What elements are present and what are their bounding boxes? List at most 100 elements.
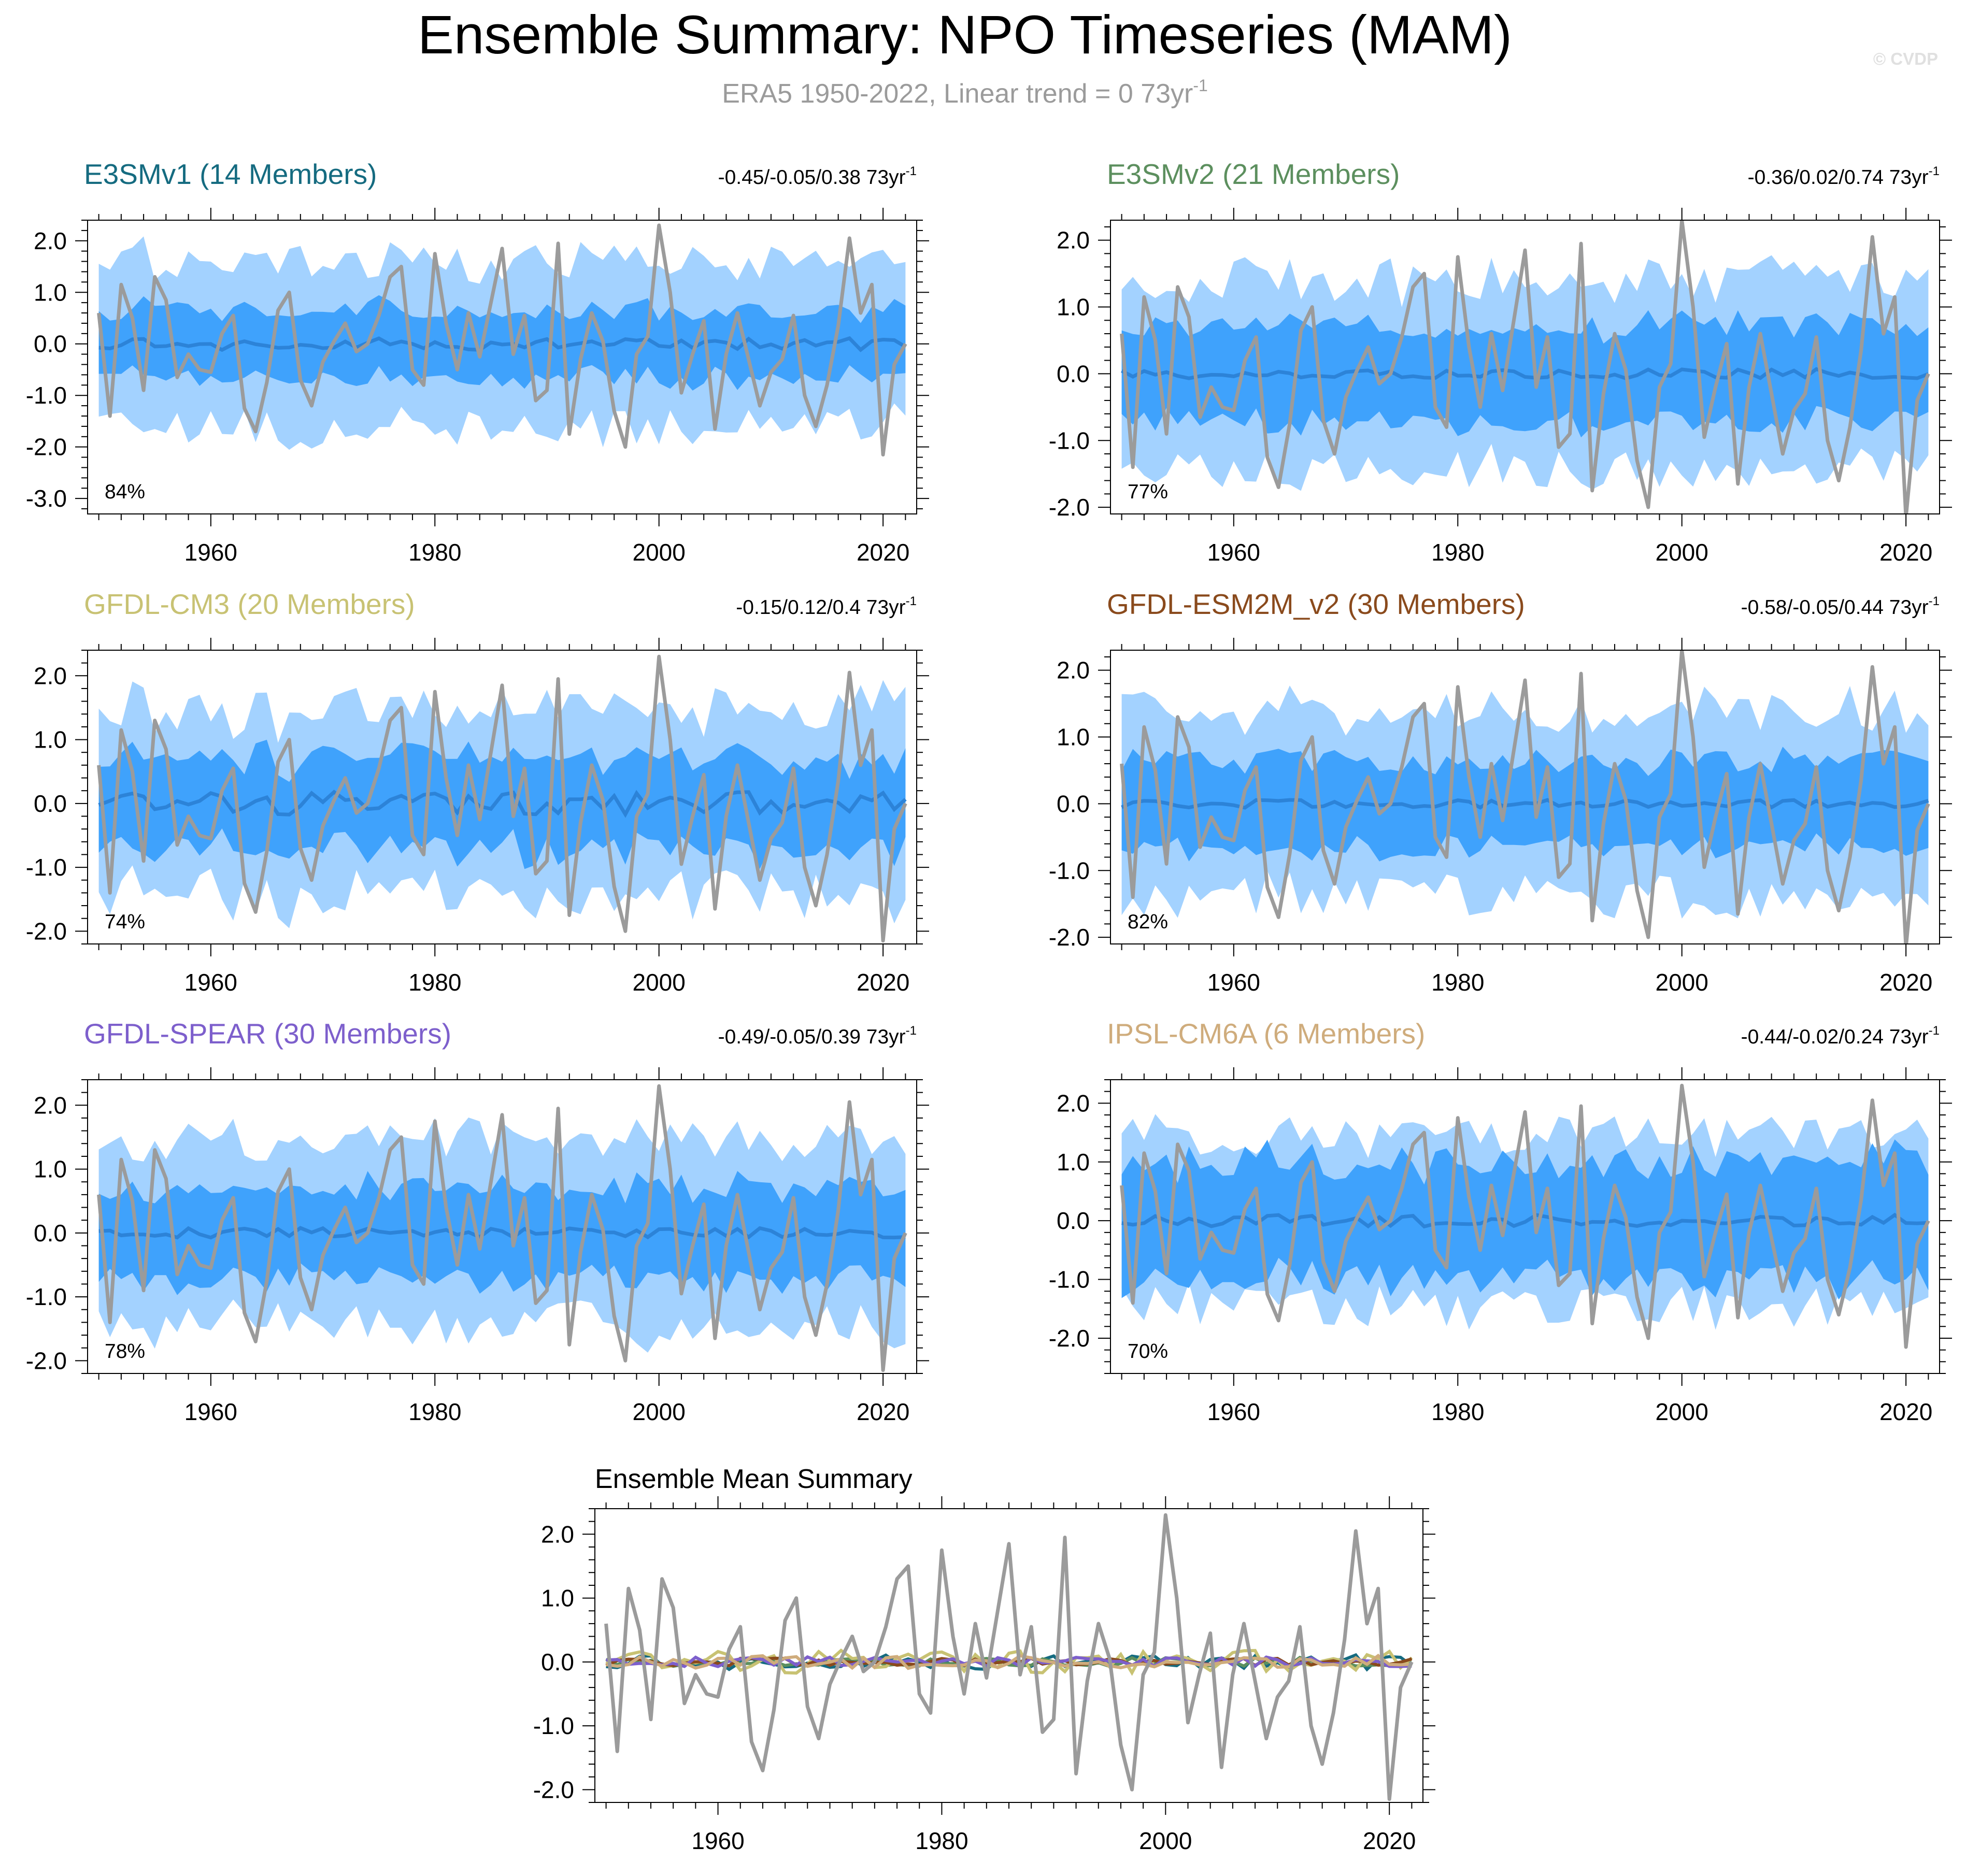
ensemble-mean-line [1120, 367, 1929, 380]
observed-line [1120, 650, 1930, 944]
series-line-gfdl-spear [606, 1655, 1412, 1668]
plot-area [604, 1513, 1414, 1801]
percent-label: 77% [1128, 481, 1168, 503]
x-tick-label: 2020 [1879, 539, 1932, 566]
main-title: Ensemble Summary: NPO Timeseries (MAM) [418, 5, 1512, 65]
panel-2: 2.0 1.0 0.0 -1.0 -2.0 1960 1980 2000 2020 GFDL-CM… [26, 588, 929, 996]
x-tick-label: 2000 [633, 969, 686, 996]
x-tick-label: 2000 [1656, 1398, 1708, 1425]
x-tick-label: 2000 [633, 539, 686, 566]
panel-5: 2.0 1.0 0.0 -1.0 -2.0 1960 1980 2000 2020 IPSL-CM… [1049, 1018, 1952, 1425]
ensemble-mean-line [1121, 798, 1929, 810]
plot-area [1120, 650, 1930, 944]
x-tick-label: 1960 [184, 539, 237, 566]
y-tick-label: 0.0 [541, 1649, 574, 1675]
y-tick-label: -2.0 [1049, 1325, 1090, 1352]
y-tick-label: -1.0 [26, 854, 67, 881]
y-tick-label: 2.0 [1057, 227, 1090, 254]
x-tick-label: 1980 [1431, 969, 1484, 996]
trend-label: -0.49/-0.05/0.39 73yr-1 [718, 1024, 917, 1048]
observed-line [1120, 220, 1930, 514]
trend-label: -0.58/-0.05/0.44 73yr-1 [1741, 594, 1940, 619]
x-tick-label: 1980 [1431, 539, 1484, 566]
y-tick-label: 1.0 [541, 1585, 574, 1612]
trend-label: -0.44/-0.02/0.24 73yr-1 [1741, 1024, 1940, 1048]
y-tick-label: -2.0 [1049, 924, 1090, 951]
percent-label: 70% [1128, 1340, 1168, 1363]
trend-label: -0.36/0.02/0.74 73yr-1 [1748, 164, 1940, 189]
y-tick-label: -2.0 [26, 434, 67, 461]
watermark: © CVDP [1873, 49, 1938, 68]
y-tick-label: 1.0 [34, 726, 67, 753]
y-tick-label: -2.0 [1049, 494, 1090, 521]
y-tick-label: 1.0 [1057, 1149, 1090, 1176]
y-tick-label: 2.0 [34, 227, 67, 254]
percent-label: 78% [105, 1340, 145, 1363]
panel-0: 2.0 1.0 0.0 -1.0 -2.0 -3.0 1960 1980 2000 2020 E3S… [26, 158, 929, 566]
percent-label: 84% [105, 481, 145, 503]
plot-area [1120, 220, 1930, 514]
x-tick-label: 1960 [1207, 1398, 1260, 1425]
x-tick-label: 2020 [1879, 969, 1932, 996]
ensemble-mean-line [98, 336, 907, 352]
ensemble-mean-line [1121, 1212, 1929, 1229]
y-tick-label: -1.0 [1049, 857, 1090, 884]
y-tick-label: 1.0 [1057, 294, 1090, 321]
trend-text: -0.45/-0.05/0.38 73yr [718, 166, 906, 189]
ensemble-mean-line [98, 790, 907, 818]
panel-4: 2.0 1.0 0.0 -1.0 -2.0 1960 1980 2000 2020 GFDL-SP… [26, 1018, 929, 1425]
y-tick-label: 0.0 [34, 331, 67, 357]
panel-1: 2.0 1.0 0.0 -1.0 -2.0 1960 1980 2000 2020 E3SMv2 … [1049, 158, 1952, 566]
x-tick-label: 1980 [1431, 1398, 1484, 1425]
trend-sup: -1 [1929, 164, 1940, 178]
y-tick-label: -1.0 [1049, 1266, 1090, 1293]
trend-sup: -1 [906, 164, 917, 178]
y-tick-label: 2.0 [1057, 1090, 1090, 1116]
x-tick-label: 1960 [691, 1827, 744, 1854]
y-tick-label: 0.0 [1057, 1207, 1090, 1234]
ensemble-mean-line [98, 1226, 906, 1240]
x-tick-label: 2000 [1139, 1827, 1192, 1854]
panel-title: GFDL-ESM2M_v2 (30 Members) [1107, 588, 1525, 620]
y-tick-label: 2.0 [1057, 657, 1090, 684]
y-tick-label: 0.0 [1057, 790, 1090, 817]
observed-line [97, 654, 907, 943]
panel-title: E3SMv1 (14 Members) [84, 158, 377, 190]
x-tick-label: 1980 [408, 539, 461, 566]
x-tick-label: 1960 [184, 1398, 237, 1425]
y-tick-label: 0.0 [34, 790, 67, 817]
percent-label: 74% [105, 911, 145, 933]
trend-text: -0.36/0.02/0.74 73yr [1748, 166, 1929, 189]
y-tick-label: 0.0 [1057, 360, 1090, 387]
trend-sup: -1 [1929, 1024, 1940, 1038]
y-tick-label: -1.0 [26, 382, 67, 409]
x-tick-label: 1980 [915, 1827, 968, 1854]
trend-text: -0.15/0.12/0.4 73yr [736, 596, 905, 619]
y-tick-label: 1.0 [34, 279, 67, 306]
subtitle-sup: -1 [1193, 76, 1207, 95]
trend-label: -0.15/0.12/0.4 73yr-1 [736, 594, 917, 619]
subtitle-text: ERA5 1950-2022, Linear trend = 0 73yr [722, 79, 1193, 109]
observed-line [1120, 1083, 1930, 1349]
x-tick-label: 1980 [408, 969, 461, 996]
y-tick-label: -3.0 [26, 485, 67, 512]
x-tick-label: 1960 [1207, 969, 1260, 996]
x-tick-label: 1980 [408, 1398, 461, 1425]
y-tick-label: 2.0 [34, 662, 67, 689]
y-tick-label: 2.0 [34, 1092, 67, 1119]
x-tick-label: 2020 [857, 539, 909, 566]
trend-text: -0.49/-0.05/0.39 73yr [718, 1026, 906, 1048]
panel-title: Ensemble Mean Summary [595, 1464, 913, 1494]
y-tick-label: -2.0 [26, 918, 67, 944]
panel-title: IPSL-CM6A (6 Members) [1107, 1018, 1425, 1050]
observed-line [97, 1084, 907, 1372]
x-tick-label: 1960 [1207, 539, 1260, 566]
panel-3: 2.0 1.0 0.0 -1.0 -2.0 1960 1980 2000 2020 GFDL-ES… [1049, 588, 1952, 996]
y-tick-label: 0.0 [34, 1220, 67, 1247]
y-tick-label: -1.0 [1049, 427, 1090, 454]
plot-area [97, 1084, 907, 1372]
observed-line [97, 223, 907, 457]
panel-6: 2.0 1.0 0.0 -1.0 -2.0 1960 1980 2000 2020 Ensembl… [533, 1464, 1435, 1854]
x-tick-label: 2020 [1879, 1398, 1932, 1425]
